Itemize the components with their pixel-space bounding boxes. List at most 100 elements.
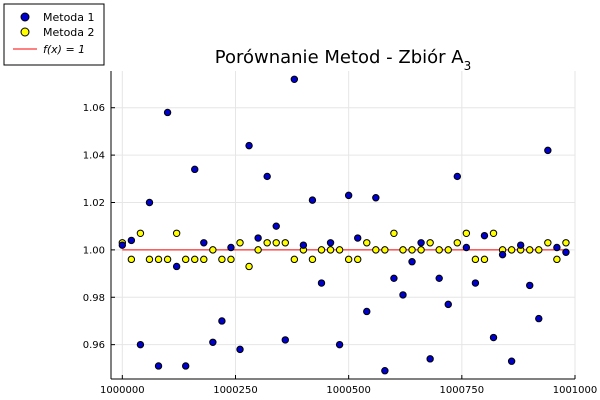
metoda-2-point — [435, 246, 443, 254]
metoda-2-point — [308, 255, 317, 264]
metoda-1-point — [471, 279, 480, 287]
metoda-1-point — [435, 274, 443, 283]
metoda-2-point — [281, 239, 289, 247]
metoda-1-point — [163, 108, 172, 117]
metoda-1-point — [209, 338, 217, 346]
metoda-1-point — [399, 291, 407, 299]
metoda-2-point — [209, 246, 217, 254]
metoda-1-point — [136, 340, 145, 349]
x-tick-label: 1000000 — [100, 385, 145, 396]
metoda-2-point — [408, 246, 416, 254]
metoda-2-point — [562, 239, 570, 247]
metoda-2-point — [335, 246, 344, 254]
metoda-1-point — [344, 191, 353, 200]
legend: Metoda 1 Metoda 2 f(x) = 1 — [3, 3, 105, 66]
metoda-1-point — [381, 367, 389, 375]
metoda-2-point — [263, 239, 271, 247]
metoda-2-point — [399, 246, 407, 254]
metoda-1-point — [526, 281, 534, 290]
y-tick-label: 1.00 — [83, 245, 105, 256]
metoda-2-point — [218, 255, 226, 264]
metoda-1-point — [408, 258, 416, 266]
metoda-1-point — [544, 146, 552, 155]
metoda-1-point — [218, 317, 226, 325]
chart-title: Porównanie Metod - Zbiór A3 — [215, 47, 472, 73]
metoda-2-point — [191, 255, 199, 264]
y-tick-label: 1.06 — [83, 103, 105, 114]
metoda-2-point — [236, 239, 244, 247]
metoda-2-point — [290, 255, 299, 264]
metoda-1-point — [118, 241, 127, 249]
metoda-1-point — [498, 250, 507, 259]
x-tick-label: 1000750 — [440, 385, 485, 396]
metoda-2-point — [489, 229, 498, 237]
metoda-2-point — [390, 229, 398, 237]
metoda-2-point — [372, 246, 380, 254]
metoda-1-point — [272, 222, 280, 230]
metoda-2-point — [426, 239, 434, 247]
legend-label-metoda-2: Metoda 2 — [43, 26, 95, 39]
series-metoda-2 — [118, 229, 570, 271]
metoda-2-point — [553, 255, 561, 264]
metoda-2-point — [535, 246, 543, 254]
metoda-1-point — [181, 362, 190, 370]
metoda-2-point — [526, 246, 534, 254]
x-tick-label: 1000250 — [213, 385, 258, 396]
legend-marker-metoda-1 — [20, 12, 30, 22]
metoda-2-point — [363, 239, 371, 247]
y-tick-label: 1.02 — [83, 198, 105, 209]
metoda-2-point — [272, 239, 280, 247]
metoda-1-point — [535, 314, 543, 323]
x-tick-label: 1001000 — [553, 385, 598, 396]
chart-title-subscript: 3 — [464, 59, 472, 73]
metoda-1-point — [462, 243, 471, 252]
metoda-2-point — [145, 255, 154, 264]
metoda-1-point — [172, 262, 181, 271]
metoda-2-point — [381, 246, 389, 254]
metoda-2-point — [453, 239, 462, 247]
metoda-1-point — [299, 241, 308, 249]
metoda-2-point — [417, 246, 425, 254]
metoda-2-point — [462, 229, 471, 237]
metoda-1-point — [480, 231, 489, 240]
metoda-2-point — [471, 255, 480, 264]
metoda-1-point — [426, 355, 434, 363]
series-metoda-1 — [118, 75, 570, 375]
y-tick-labels: 0.96 0.98 1.00 1.02 1.04 1.06 — [83, 103, 105, 351]
metoda-2-point — [326, 246, 335, 254]
metoda-2-point — [154, 255, 163, 264]
metoda-2-point — [507, 246, 516, 254]
metoda-2-point — [172, 229, 181, 237]
metoda-2-point — [317, 246, 326, 254]
metoda-1-point — [200, 239, 208, 247]
metoda-1-point — [281, 336, 289, 344]
metoda-2-point — [136, 229, 145, 237]
metoda-1-point — [326, 239, 335, 247]
metoda-2-point — [444, 246, 452, 254]
metoda-1-point — [290, 75, 299, 83]
metoda-1-point — [254, 234, 262, 242]
metoda-1-point — [562, 248, 570, 256]
x-tick-labels: 1000000 1000250 1000500 1000750 1001000 — [100, 385, 597, 396]
metoda-1-point — [507, 357, 516, 365]
metoda-1-point — [390, 274, 398, 283]
metoda-2-point — [181, 255, 190, 264]
metoda-1-point — [453, 172, 462, 181]
metoda-1-point — [516, 241, 525, 249]
y-tick-label: 0.98 — [83, 293, 105, 304]
metoda-2-point — [254, 246, 262, 254]
metoda-1-point — [444, 300, 452, 309]
metoda-2-point — [480, 255, 489, 264]
metoda-1-point — [372, 194, 380, 202]
x-tick-label: 1000500 — [326, 385, 371, 396]
metoda-2-point — [354, 255, 362, 264]
legend-marker-metoda-2 — [20, 27, 30, 37]
axes — [110, 71, 576, 380]
legend-label-reference-line: f(x) = 1 — [43, 43, 85, 56]
metoda-1-point — [317, 279, 326, 287]
metoda-1-point — [154, 362, 163, 370]
metoda-1-point — [263, 172, 271, 181]
metoda-1-point — [354, 234, 362, 242]
